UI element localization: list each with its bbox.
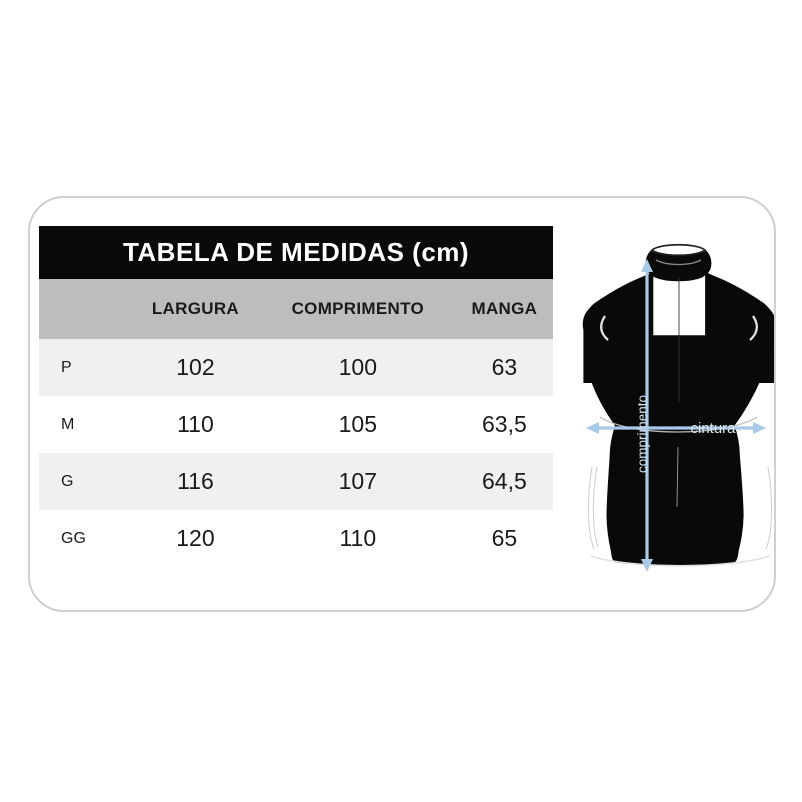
- svg-text:cintura: cintura: [690, 420, 736, 437]
- svg-text:comprimento: comprimento: [635, 395, 650, 473]
